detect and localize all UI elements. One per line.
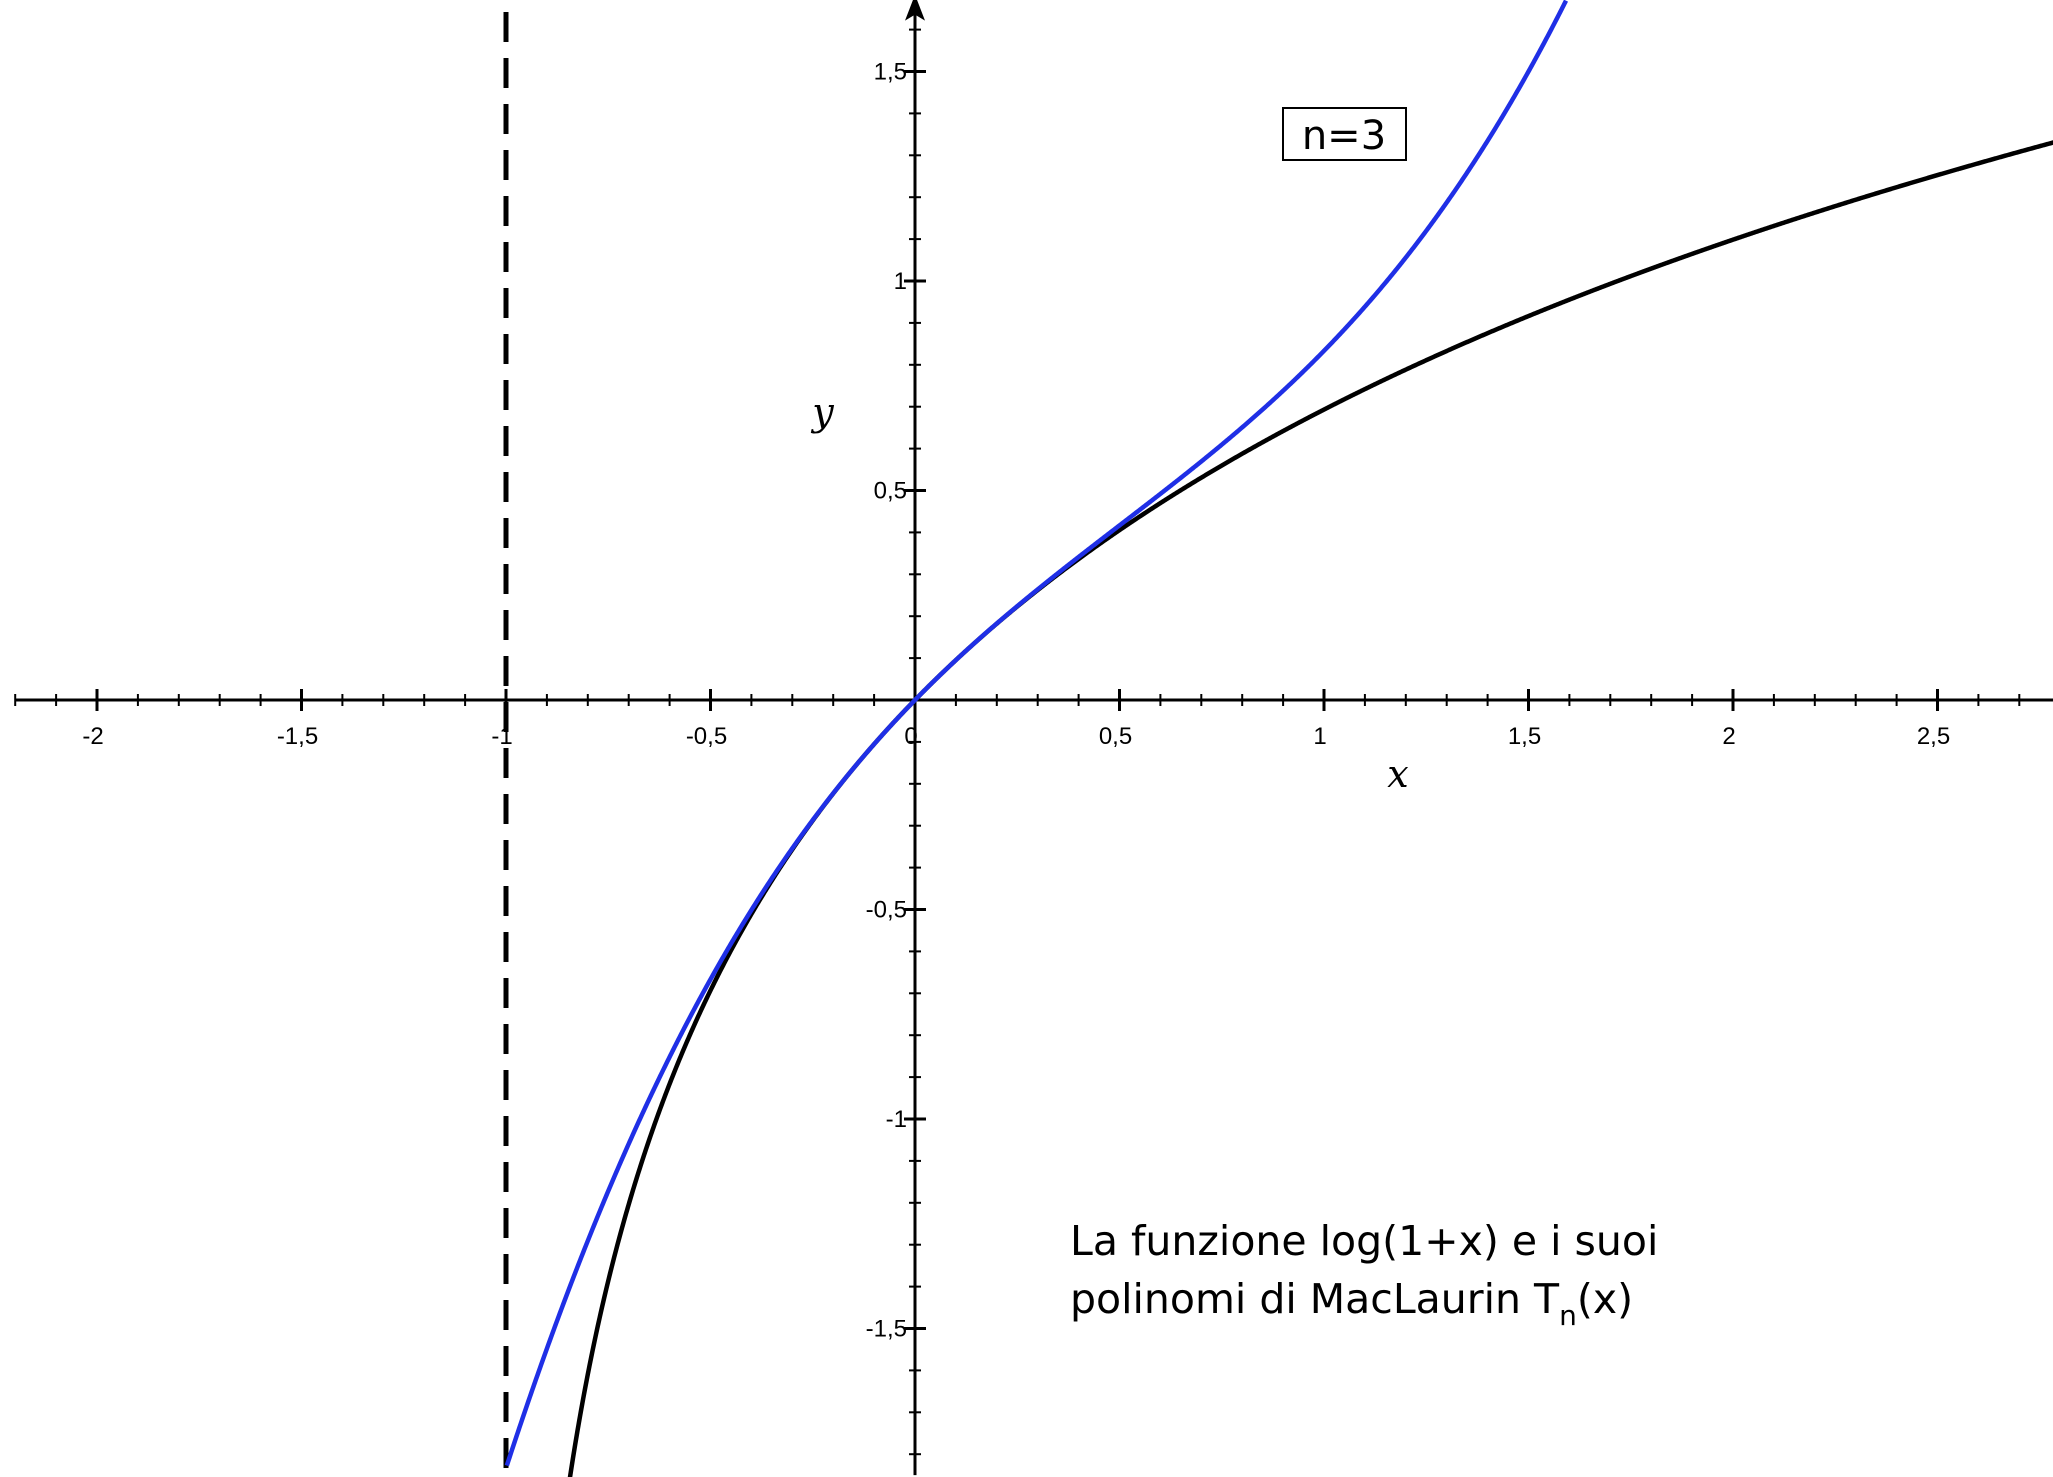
x-tick-label: -2 [82,723,103,750]
n-annotation-frame [1282,107,1407,161]
axes-group [14,0,2053,1476]
x-tick-label: 1,5 [1508,723,1541,750]
x-tick-label: -0,5 [686,723,727,750]
y-axis-label: y [810,390,834,434]
y-tick-label: 1,5 [874,59,907,86]
series-taylor-curve [504,0,1569,1467]
curves-group [504,0,2053,1477]
chart-caption: La funzione log(1+x) e i suoi polinomi d… [1070,1212,1658,1345]
y-tick-label: 0,5 [874,478,907,505]
caption-line-2-suffix: (x) [1576,1275,1634,1323]
caption-subscript: n [1559,1299,1577,1332]
y-tick-label: 1 [894,268,907,295]
x-tick-label: 0,5 [1099,723,1132,750]
caption-line-1: La funzione log(1+x) e i suoi [1070,1217,1659,1265]
y-tick-label: -1 [886,1106,907,1133]
x-axis-label: x [1387,752,1408,796]
n-annotation-box: n=3 [1282,107,1407,161]
x-tick-label: -1 [491,723,512,750]
caption-line-2-prefix: polinomi di MacLaurin T [1070,1275,1560,1323]
x-tick-label: 1 [1313,723,1326,750]
caption-line-2: polinomi di MacLaurin Tn(x) [1070,1270,1658,1345]
labels-group: -2 -1,5 -1 -0,5 0 0,5 1 1,5 2 2,5 -1,5 -1 -0,5 0,5 1 1,… [82,59,1950,1343]
n-annotation-text: n=3 [1302,113,1386,159]
y-tick-label: -0,5 [866,897,907,924]
y-axis-arrow [905,0,925,21]
x-tick-label: -1,5 [277,723,318,750]
x-tick-label: 0 [904,723,917,750]
x-tick-label: 2,5 [1917,723,1950,750]
x-tick-label: 2 [1722,723,1735,750]
y-tick-label: -1,5 [866,1316,907,1343]
